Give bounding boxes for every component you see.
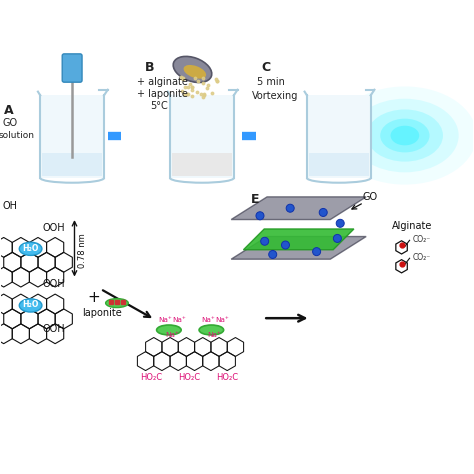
Ellipse shape	[286, 204, 294, 212]
Ellipse shape	[173, 56, 212, 82]
Polygon shape	[244, 229, 354, 250]
Text: H₂O: H₂O	[22, 244, 38, 253]
Text: Na⁺: Na⁺	[215, 317, 229, 323]
Text: laponite: laponite	[82, 308, 122, 319]
Ellipse shape	[380, 118, 429, 153]
Text: OH: OH	[2, 201, 17, 210]
Text: H₂O: H₂O	[22, 301, 38, 310]
FancyBboxPatch shape	[170, 95, 234, 178]
Text: GO: GO	[363, 191, 377, 201]
Text: Alginate: Alginate	[392, 220, 432, 230]
Text: HO₂C: HO₂C	[141, 373, 163, 382]
Ellipse shape	[282, 241, 290, 249]
Text: Na⁺: Na⁺	[158, 317, 172, 323]
Ellipse shape	[367, 109, 443, 162]
Ellipse shape	[336, 219, 344, 228]
Ellipse shape	[391, 126, 419, 146]
Ellipse shape	[183, 65, 206, 79]
Ellipse shape	[333, 86, 474, 184]
Text: 5°C: 5°C	[150, 100, 168, 110]
Text: Na⁺: Na⁺	[201, 317, 215, 323]
Ellipse shape	[333, 235, 341, 242]
Text: Na⁺: Na⁺	[165, 332, 179, 338]
Text: Vortexing: Vortexing	[252, 91, 298, 101]
FancyBboxPatch shape	[172, 153, 232, 176]
Ellipse shape	[351, 99, 459, 173]
FancyBboxPatch shape	[40, 95, 104, 178]
Text: B: B	[146, 61, 155, 74]
Text: A: A	[4, 104, 13, 117]
Ellipse shape	[312, 247, 320, 255]
Text: Na⁺: Na⁺	[208, 332, 221, 338]
Ellipse shape	[269, 250, 277, 258]
Text: CO₂⁻: CO₂⁻	[413, 253, 431, 262]
Text: OOH: OOH	[43, 324, 65, 334]
FancyBboxPatch shape	[42, 153, 102, 176]
Ellipse shape	[261, 237, 269, 245]
Text: + alginate: + alginate	[137, 77, 188, 87]
Ellipse shape	[156, 325, 181, 335]
Text: HO₂C: HO₂C	[178, 373, 201, 382]
Ellipse shape	[199, 325, 224, 335]
Ellipse shape	[19, 242, 42, 255]
Ellipse shape	[319, 209, 327, 217]
Ellipse shape	[106, 299, 128, 308]
Text: GO: GO	[2, 118, 18, 128]
Polygon shape	[231, 197, 366, 219]
Ellipse shape	[256, 212, 264, 220]
FancyBboxPatch shape	[62, 54, 82, 82]
Text: HO₂C: HO₂C	[216, 373, 238, 382]
Text: solution: solution	[0, 131, 35, 140]
Text: C: C	[262, 61, 271, 74]
Text: E: E	[251, 193, 259, 206]
Text: CO₂⁻: CO₂⁻	[413, 235, 431, 244]
FancyBboxPatch shape	[307, 95, 371, 178]
Ellipse shape	[19, 299, 42, 312]
Text: OOH: OOH	[43, 279, 65, 289]
FancyBboxPatch shape	[309, 153, 369, 176]
Text: +: +	[87, 290, 100, 305]
Text: Na⁺: Na⁺	[173, 317, 186, 323]
Text: + laponite: + laponite	[137, 89, 188, 99]
Text: OOH: OOH	[43, 223, 65, 233]
Text: 0.78 nm: 0.78 nm	[78, 233, 87, 268]
Polygon shape	[231, 237, 366, 259]
Text: 5 min: 5 min	[257, 77, 285, 87]
